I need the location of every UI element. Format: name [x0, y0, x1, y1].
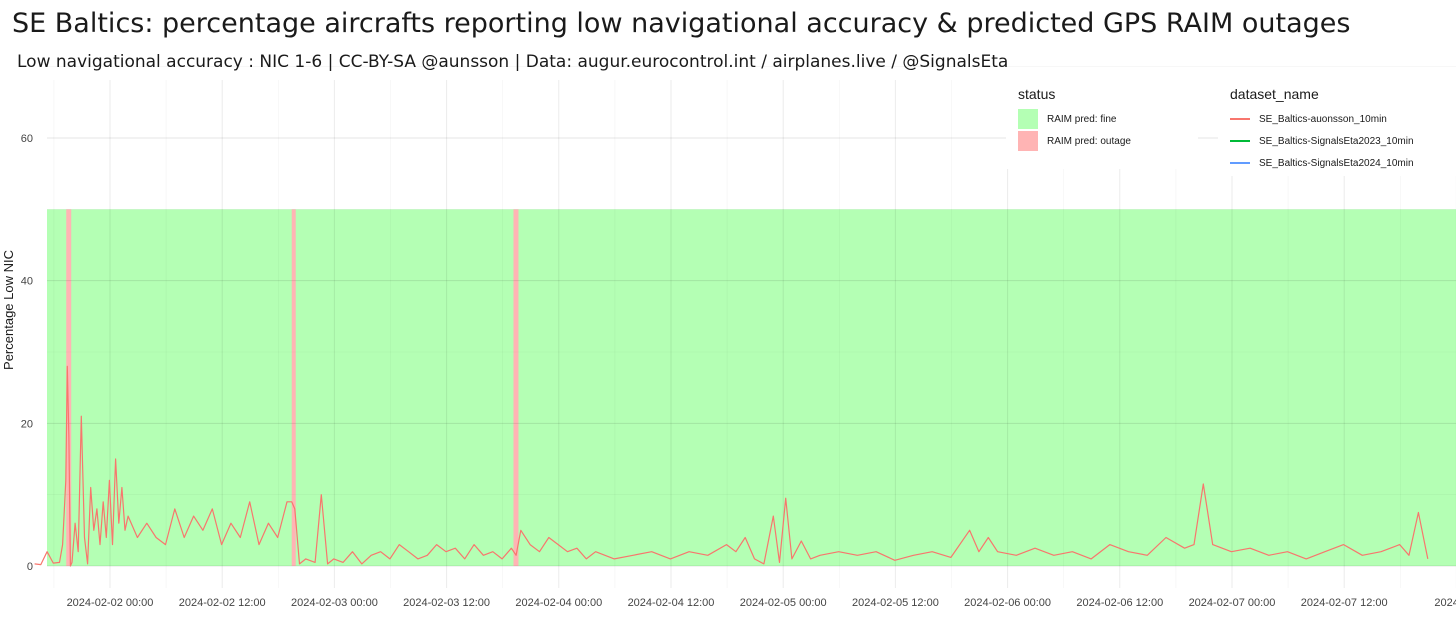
y-axis-label: Percentage Low NIC	[1, 250, 16, 370]
x-tick-label: 2024-02-	[1434, 597, 1456, 609]
legend-item-signalseta2023: SE_Baltics-SignalsEta2023_10min	[1230, 130, 1456, 152]
legend-status: status RAIM pred: fine RAIM pred: outage	[1006, 80, 1198, 169]
legend-item-outage: RAIM pred: outage	[1018, 130, 1192, 152]
status-bands	[47, 209, 1456, 567]
y-tick-label: 60	[21, 133, 33, 145]
series-lines	[34, 365, 1429, 567]
y-tick-label: 20	[21, 418, 33, 430]
legend-auonsson-key	[1230, 109, 1250, 129]
x-tick-label: 2024-02-02 12:00	[179, 597, 266, 609]
x-tick-label: 2024-02-05 12:00	[852, 597, 939, 609]
legend-fine-swatch	[1018, 109, 1038, 129]
band-outage-2	[513, 209, 519, 567]
legend-item-fine: RAIM pred: fine	[1018, 108, 1192, 130]
y-tick-label: 40	[21, 276, 33, 288]
x-tick-label: 2024-02-03 12:00	[403, 597, 490, 609]
x-tick-label: 2024-02-05 00:00	[740, 597, 827, 609]
x-tick-label: 2024-02-04 12:00	[628, 597, 715, 609]
legend-item-auonsson: SE_Baltics-auonsson_10min	[1230, 108, 1456, 130]
legend-signalseta2023-label: SE_Baltics-SignalsEta2023_10min	[1259, 135, 1414, 147]
legend-outage-swatch	[1018, 131, 1038, 151]
x-tick-label: 2024-02-07 12:00	[1301, 597, 1388, 609]
legend-dataset: dataset_name SE_Baltics-auonsson_10min S…	[1218, 80, 1456, 176]
band-outage-0	[66, 209, 72, 567]
x-tick-label: 2024-02-02 00:00	[67, 597, 154, 609]
legend-dataset-title: dataset_name	[1230, 86, 1319, 102]
legend-auonsson-label: SE_Baltics-auonsson_10min	[1259, 113, 1387, 125]
x-axis-ticks: 2024-02-02 00:00 2024-02-02 12:00 2024-02-…	[67, 597, 1456, 609]
legend-signalseta2024-label: SE_Baltics-SignalsEta2024_10min	[1259, 157, 1414, 169]
chart-title: SE Baltics: percentage aircrafts reporti…	[12, 8, 1351, 39]
legend-status-title: status	[1018, 86, 1056, 102]
x-tick-label: 2024-02-07 00:00	[1189, 597, 1276, 609]
chart-subtitle: Low navigational accuracy : NIC 1-6 | CC…	[17, 52, 1009, 72]
x-tick-label: 2024-02-03 00:00	[291, 597, 378, 609]
y-axis-ticks: 0 20 40 60	[21, 133, 33, 573]
legend-signalseta2024-key	[1230, 153, 1250, 173]
legend-item-signalseta2024: SE_Baltics-SignalsEta2024_10min	[1230, 152, 1456, 174]
band-fine	[47, 209, 1456, 567]
x-tick-label: 2024-02-06 12:00	[1076, 597, 1163, 609]
band-outage-1	[291, 209, 296, 567]
legend-outage-label: RAIM pred: outage	[1047, 135, 1131, 147]
y-tick-label: 0	[27, 561, 33, 573]
x-tick-label: 2024-02-04 00:00	[515, 597, 602, 609]
legend-signalseta2023-key	[1230, 131, 1250, 151]
x-tick-label: 2024-02-06 00:00	[964, 597, 1051, 609]
legend-fine-label: RAIM pred: fine	[1047, 113, 1117, 125]
